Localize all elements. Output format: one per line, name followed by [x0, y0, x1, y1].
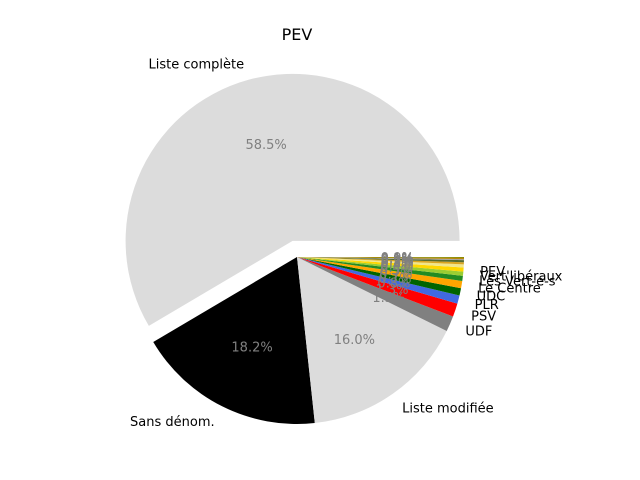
slice-name-label: PSV: [471, 309, 496, 324]
chart-title: PEV: [282, 25, 313, 44]
slice-pct-label: 0.2%: [381, 254, 414, 269]
slice-pct-label: 0.1%: [381, 253, 414, 268]
slice-pct-label: 1.3%: [375, 283, 408, 298]
slice-pct-label: 0.3%: [381, 256, 414, 271]
slice-pct-label: 0.1%: [381, 251, 414, 266]
pie-slice: [297, 257, 458, 317]
slice-name-label: Sans dénom.: [130, 415, 215, 430]
slice-pct-label: 1.5%: [372, 291, 405, 306]
pie-slice: [153, 257, 315, 424]
pie-slice: [297, 257, 464, 276]
pie-slices: [125, 73, 464, 424]
slice-pct-label: 0.8%: [377, 277, 410, 292]
slice-pct-label: 18.2%: [231, 341, 272, 356]
slice-name-label: UDF: [465, 324, 492, 339]
slice-pct-label: 0.7%: [379, 268, 412, 283]
slice-name-label: PLR: [475, 298, 499, 313]
pie-slice: [297, 257, 454, 331]
pie-slice: [297, 257, 462, 296]
slice-name-label: Le Centre: [478, 281, 541, 296]
slice-pct-label: 0.4%: [380, 261, 413, 276]
pie-slice: [297, 257, 460, 304]
slice-pct-label: 0.7%: [378, 272, 411, 287]
pie-slice: [297, 257, 464, 260]
slice-pct-label: 58.5%: [245, 138, 286, 153]
pie-slice: [297, 257, 463, 282]
slice-pct-label: 0.1%: [381, 252, 414, 267]
slice-name-label: Vert'libéraux: [480, 269, 563, 284]
slice-name-label: Liste complète: [149, 58, 245, 73]
pie-slice: [297, 257, 464, 261]
pie-slice: [125, 73, 460, 326]
slice-pct-label: 0.5%: [380, 264, 413, 279]
pie-slice: [297, 257, 464, 263]
slice-name-label: Liste modifiée: [402, 402, 494, 417]
slice-name-label: PEV: [480, 265, 505, 280]
slice-pct-label: 16.0%: [334, 333, 375, 348]
pie-slice: [297, 257, 463, 289]
pie-labels: 58.5% Liste complète 18.2% Sans dénom. 16.0%…: [130, 58, 563, 430]
pie-slice: [297, 257, 464, 268]
slice-pct-label: 0.4%: [380, 259, 413, 274]
slice-pct-label: 0.0%: [381, 251, 414, 266]
slice-pct-label: 0.2%: [381, 255, 414, 270]
pie-slice: [297, 257, 464, 259]
slice-name-label: UDC: [477, 289, 506, 304]
pie-slice: [297, 257, 447, 424]
pie-slice: [297, 257, 464, 265]
pie-slice: [297, 257, 464, 272]
slice-name-label: Les Vert-e-s: [479, 275, 556, 290]
